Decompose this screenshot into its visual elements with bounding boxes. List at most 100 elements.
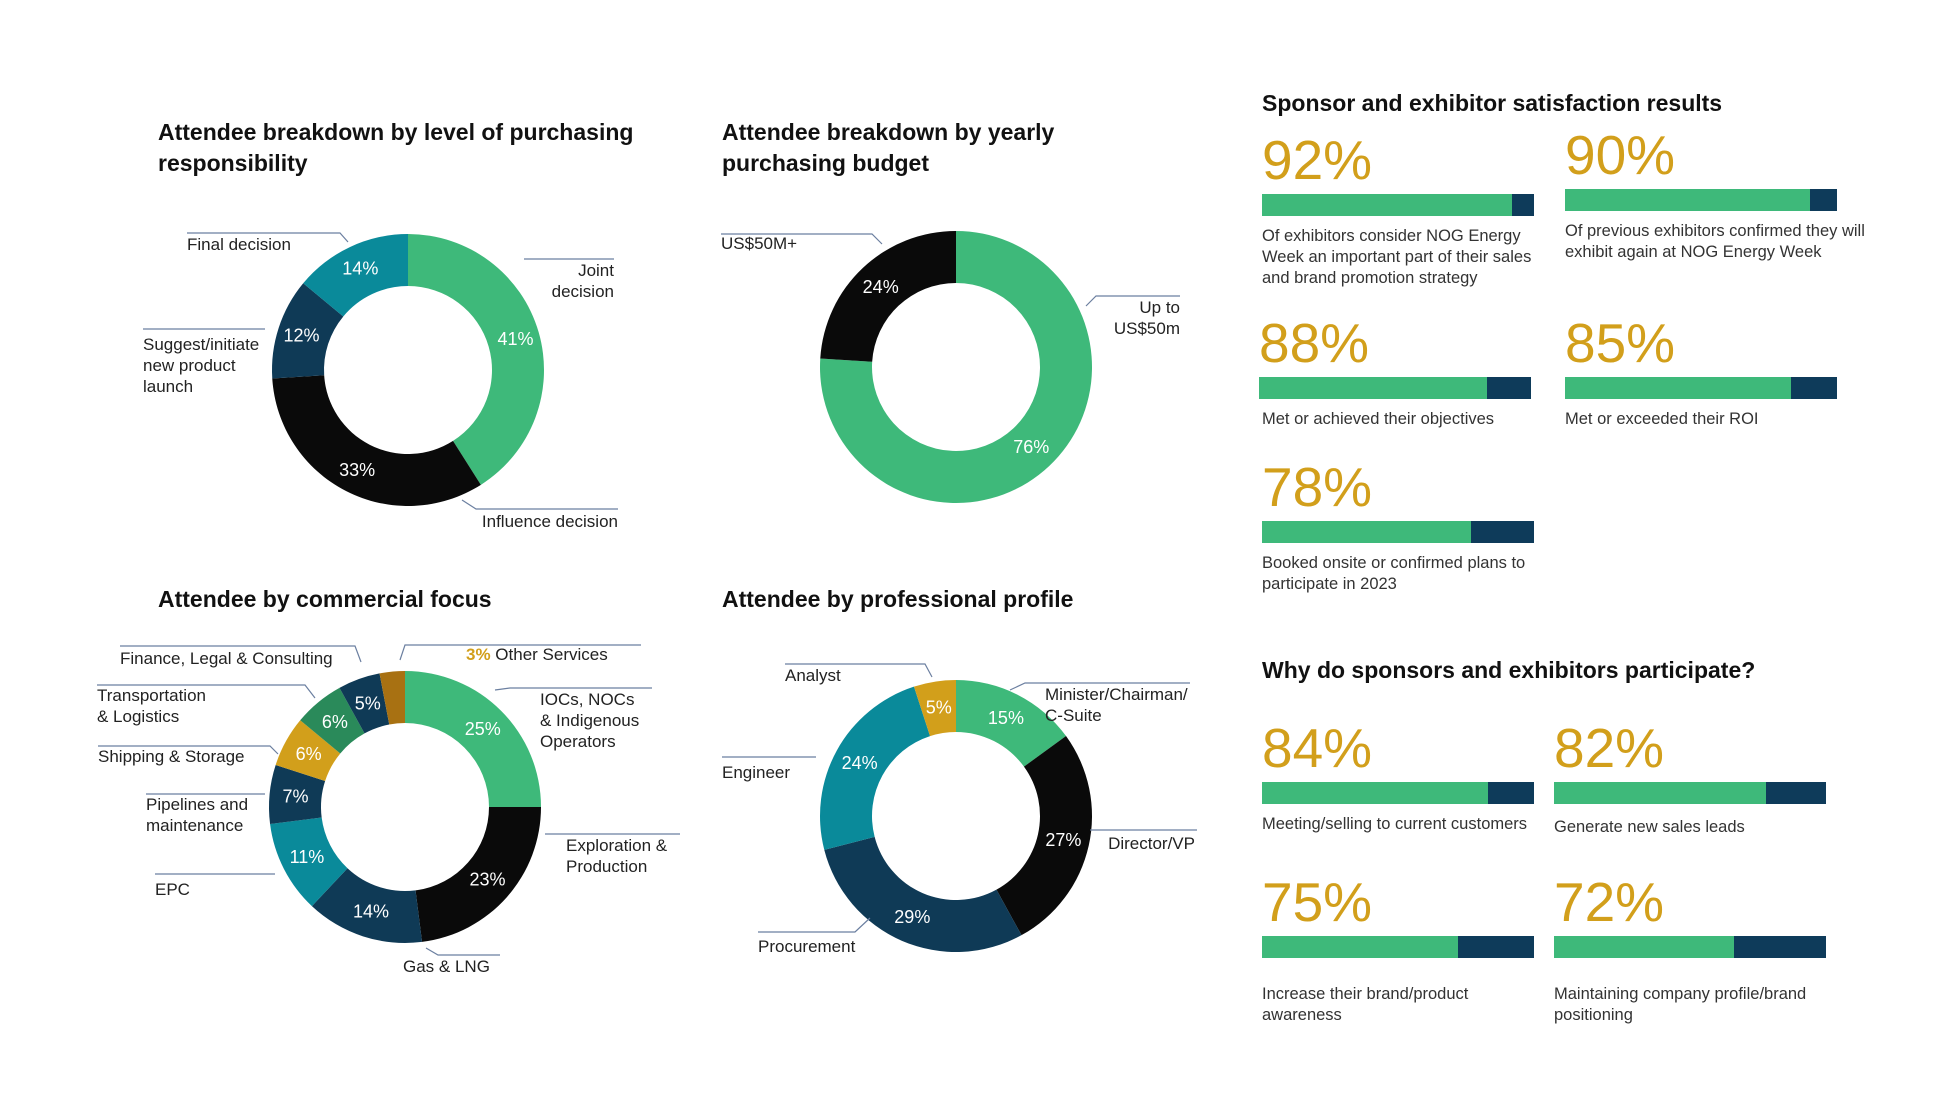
stat-bar [1262, 194, 1534, 216]
data-label: 14% [342, 259, 378, 279]
donut-segment [996, 736, 1092, 936]
category-label: Suggest/initiate new product launch [143, 335, 259, 396]
stat-card: 92% Of exhibitors consider NOG Energy We… [1262, 130, 1552, 289]
leader-line [758, 917, 871, 933]
chart-title-professional-profile: Attendee by professional profile [722, 586, 1074, 612]
category-label: Shipping & Storage [98, 747, 245, 766]
leader-line [461, 499, 618, 510]
stat-value: 90% [1565, 124, 1676, 186]
leader-line [97, 684, 316, 699]
leader-line [494, 687, 652, 691]
stat-card: 82% Generate new sales leads [1554, 718, 1844, 838]
stat-description: Increase their brand/product awareness [1262, 985, 1469, 1024]
stat-value: 92% [1262, 129, 1373, 191]
chart-title-purchasing-budget: Attendee breakdown by yearly purchasing … [722, 119, 1055, 176]
donut-segment [820, 231, 1092, 503]
data-label: 5% [355, 694, 381, 714]
category-label: Final decision [187, 235, 291, 254]
leader-line [120, 645, 362, 663]
stat-description: Meeting/selling to current customers [1262, 815, 1528, 833]
stat-bar [1259, 377, 1531, 399]
donut-segment [913, 680, 956, 737]
leader-line [1009, 682, 1190, 691]
stat-card: 88% Met or achieved their objectives [1259, 313, 1549, 430]
donut-segment [311, 868, 423, 943]
data-label: 24% [863, 277, 899, 297]
stat-card: 90% Of previous exhibitors confirmed the… [1565, 124, 1865, 263]
data-label: 12% [283, 325, 319, 345]
donut-segment [405, 671, 541, 807]
data-label: 15% [988, 708, 1024, 728]
stat-description: Generate new sales leads [1554, 818, 1745, 836]
category-label: Engineer [722, 763, 790, 782]
stat-description: Of exhibitors consider NOG Energy Week a… [1262, 227, 1532, 287]
donut-segment [956, 680, 1067, 767]
donut-segment [408, 234, 544, 485]
stat-card: 85% Met or exceeded their ROI [1565, 313, 1855, 430]
data-label: 27% [1045, 830, 1081, 850]
stat-bar-fill [1262, 194, 1513, 216]
donut-segment [272, 283, 344, 379]
leader-line [1085, 295, 1180, 307]
stat-bar-fill [1262, 782, 1488, 804]
leader-line [399, 644, 641, 661]
category-label: EPC [155, 880, 190, 899]
data-label: 6% [296, 744, 322, 764]
stat-description: Booked onsite or confirmed plans to part… [1262, 554, 1526, 593]
stat-bar [1554, 782, 1826, 804]
stat-description: Met or achieved their objectives [1262, 410, 1495, 428]
stat-bar [1262, 521, 1534, 543]
category-label: Gas & LNG [403, 957, 490, 976]
donut-segment [268, 764, 326, 825]
donut-segment [820, 686, 931, 850]
stat-value: 75% [1262, 871, 1373, 933]
stat-bar [1565, 189, 1837, 211]
stat-value: 88% [1259, 312, 1370, 374]
data-label: 23% [469, 870, 505, 890]
donut-segment [275, 720, 341, 782]
category-label: Minister/Chairman/C-Suite [1045, 685, 1188, 725]
chart-title-commercial-focus: Attendee by commercial focus [158, 586, 492, 612]
stat-value: 78% [1262, 456, 1373, 518]
data-label: 6% [322, 712, 348, 732]
stat-value: 84% [1262, 717, 1373, 779]
stat-bar [1554, 936, 1826, 958]
donut-segment [415, 807, 541, 942]
stat-bar [1565, 377, 1837, 399]
category-label: Exploration & Production [566, 836, 668, 876]
category-label: 3% Other Services [466, 645, 608, 664]
stat-card: 75% Increase their brand/product awarene… [1262, 872, 1552, 1026]
donut-segment [339, 673, 390, 734]
donut-segment [824, 836, 1022, 952]
stat-bar-fill [1565, 377, 1791, 399]
stat-bar-fill [1554, 782, 1767, 804]
data-label: 29% [894, 907, 930, 927]
stat-card: 84% Meeting/selling to current customers [1262, 718, 1552, 835]
chart-title-purchasing-responsibility: Attendee breakdown by level of purchasin… [158, 119, 634, 176]
data-label: 11% [290, 847, 325, 867]
data-label: 25% [465, 719, 501, 739]
stat-bar [1262, 782, 1534, 804]
stat-card: 72% Maintaining company profile/brand po… [1554, 872, 1844, 1026]
stat-value: 82% [1554, 717, 1665, 779]
leader-line [721, 233, 883, 245]
category-label: IOCs, NOCs & Indigenous Operators [540, 690, 639, 751]
category-label: Finance, Legal & Consulting [120, 649, 333, 668]
donut-segment [303, 234, 408, 317]
stat-bar-fill [1259, 377, 1488, 399]
donut-segment [270, 817, 348, 907]
satisfaction-title: Sponsor and exhibitor satisfaction resul… [1262, 90, 1723, 116]
category-label: Influence decision [482, 512, 618, 531]
stat-value: 72% [1554, 871, 1665, 933]
category-label: Joint decision [552, 261, 615, 301]
leader-line [425, 947, 500, 956]
stat-description: Of previous exhibitors confirmed they wi… [1565, 222, 1865, 261]
data-label: 7% [282, 787, 308, 807]
stat-bar [1262, 936, 1534, 958]
category-label: Transportation & Logistics [97, 686, 206, 726]
stat-bar-fill [1262, 936, 1458, 958]
category-label: Procurement [758, 937, 856, 956]
